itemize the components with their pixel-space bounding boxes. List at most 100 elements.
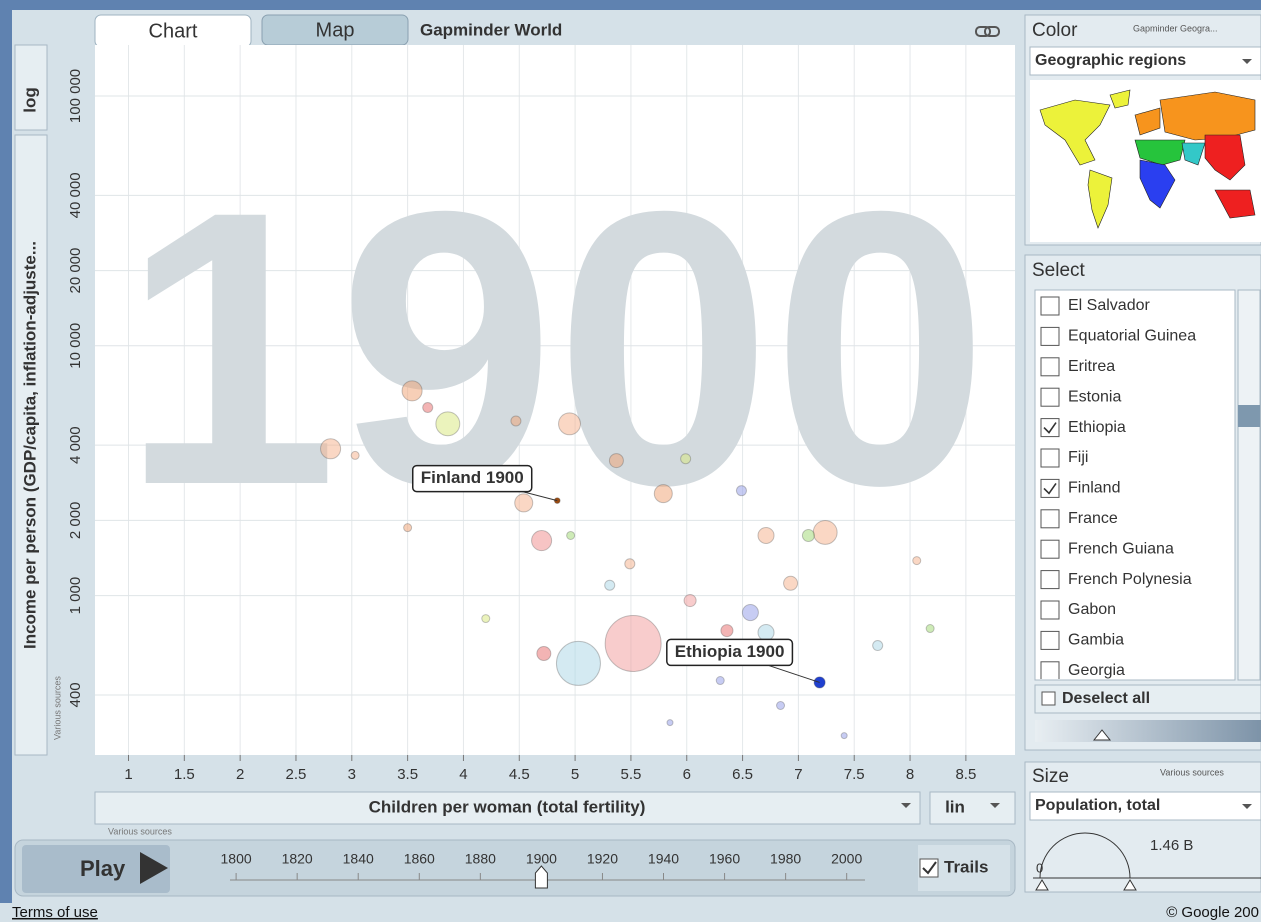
country-name[interactable]: Equatorial Guinea (1068, 328, 1196, 345)
trails-checkbox[interactable] (919, 858, 939, 878)
deselect-button[interactable] (1034, 684, 1261, 714)
x-indicator-button[interactable] (94, 791, 921, 825)
country-name[interactable]: France (1068, 510, 1118, 527)
bubble[interactable] (531, 530, 553, 552)
size-dropdown[interactable] (1029, 791, 1261, 821)
country-name[interactable]: Fiji (1068, 449, 1088, 466)
bubble[interactable] (757, 624, 775, 642)
scroll-thumb[interactable] (1238, 405, 1260, 427)
country-checkbox[interactable] (1040, 539, 1060, 559)
y-scale-label[interactable]: log (20, 87, 39, 113)
bubble[interactable] (320, 438, 342, 460)
bubble[interactable] (653, 484, 673, 504)
country-name[interactable]: Finland (1068, 480, 1120, 497)
bubble[interactable] (680, 453, 692, 465)
bubble[interactable] (403, 523, 413, 533)
bubble[interactable] (715, 676, 725, 686)
country-name[interactable]: Georgia (1068, 662, 1125, 679)
country-checkbox[interactable] (1040, 509, 1060, 529)
panel-title: Select (1032, 260, 1086, 281)
bubble[interactable] (566, 530, 576, 540)
size-indicator[interactable]: Population, total (1035, 797, 1160, 814)
y-scale-button[interactable] (14, 44, 48, 131)
bubble[interactable] (872, 639, 884, 652)
bubble[interactable] (812, 519, 838, 545)
size-handles[interactable] (1035, 879, 1137, 891)
country-checkbox[interactable] (1040, 418, 1060, 438)
terms-link[interactable]: Terms of use (12, 904, 98, 921)
bubble[interactable] (840, 732, 848, 740)
bubble[interactable] (608, 453, 624, 469)
panel-title: Size (1032, 766, 1069, 787)
country-checkbox[interactable] (1040, 387, 1060, 407)
play-label[interactable]: Play (80, 856, 126, 881)
country-name[interactable]: French Polynesia (1068, 571, 1192, 588)
y-axis-label[interactable]: Income per person (GDP/capita, inflation… (20, 241, 39, 649)
bubble[interactable] (624, 558, 636, 570)
country-checkbox[interactable] (1040, 570, 1060, 590)
bubble[interactable] (776, 701, 786, 710)
x-axis-label[interactable]: Children per woman (total fertility) (369, 797, 646, 816)
bubble[interactable] (350, 450, 360, 460)
size-panel (1024, 761, 1261, 893)
bubble[interactable] (510, 415, 522, 427)
link-icon[interactable] (975, 26, 1000, 37)
country-checkbox[interactable] (1040, 630, 1060, 650)
trails-label[interactable]: Trails (944, 857, 988, 876)
size-min-label: 0 (1036, 860, 1043, 875)
checkmark (1043, 482, 1057, 495)
country-name[interactable]: Eritrea (1068, 358, 1115, 375)
country-checkbox[interactable] (1040, 357, 1060, 377)
x-scale-button[interactable] (929, 791, 1016, 825)
country-checkbox[interactable] (1040, 448, 1060, 468)
country-name[interactable]: Ethiopia (1068, 419, 1126, 436)
x-scale-label[interactable]: lin (945, 797, 965, 816)
bubble[interactable] (558, 412, 581, 436)
slider-handle[interactable] (1092, 729, 1112, 741)
bubble[interactable] (912, 556, 922, 566)
bubble[interactable] (801, 528, 815, 543)
country-checkbox[interactable] (1040, 478, 1060, 498)
bubble[interactable] (514, 493, 534, 513)
color-indicator[interactable]: Geographic regions (1035, 52, 1186, 69)
bubble[interactable] (422, 402, 434, 414)
bubble[interactable] (604, 614, 662, 672)
bubble[interactable] (925, 624, 935, 634)
country-checkbox[interactable] (1040, 600, 1060, 620)
bubble[interactable] (555, 640, 601, 686)
y-indicator-button[interactable] (14, 134, 48, 756)
country-name[interactable]: Estonia (1068, 388, 1121, 405)
deselect-checkbox[interactable] (1041, 691, 1056, 706)
x-tick-label: 1.5 (174, 766, 195, 783)
bubble[interactable] (435, 411, 461, 437)
tab-label[interactable]: Chart (149, 20, 198, 42)
country-checkbox[interactable] (1040, 326, 1060, 346)
opacity-slider[interactable] (1035, 720, 1261, 742)
play-icon[interactable] (140, 852, 168, 884)
bubble[interactable] (720, 624, 734, 638)
country-checkbox[interactable] (1040, 661, 1060, 680)
bubble[interactable] (683, 594, 697, 608)
country-list[interactable] (1034, 289, 1236, 681)
play-button[interactable] (22, 845, 170, 893)
bubble[interactable] (741, 604, 759, 622)
y-tick-label: 10 000 (67, 323, 84, 369)
country-name[interactable]: Gabon (1068, 601, 1116, 618)
bubble[interactable] (536, 646, 552, 662)
scrollbar[interactable] (1237, 289, 1261, 681)
country-name[interactable]: French Guiana (1068, 540, 1174, 557)
tab-label[interactable]: Map (316, 19, 355, 41)
country-checkbox[interactable] (1040, 296, 1060, 316)
country-name[interactable]: El Salvador (1068, 297, 1150, 314)
bubble[interactable] (757, 526, 775, 545)
timeline-slider[interactable] (534, 865, 548, 889)
bubble[interactable] (481, 614, 491, 624)
bubble[interactable] (666, 719, 674, 727)
country-name[interactable]: Gambia (1068, 632, 1124, 649)
color-dropdown[interactable] (1029, 46, 1261, 76)
bubble[interactable] (735, 485, 747, 497)
bubble[interactable] (783, 575, 799, 591)
deselect-label[interactable]: Deselect all (1062, 690, 1150, 707)
bubble[interactable] (401, 380, 423, 402)
bubble[interactable] (604, 579, 616, 591)
